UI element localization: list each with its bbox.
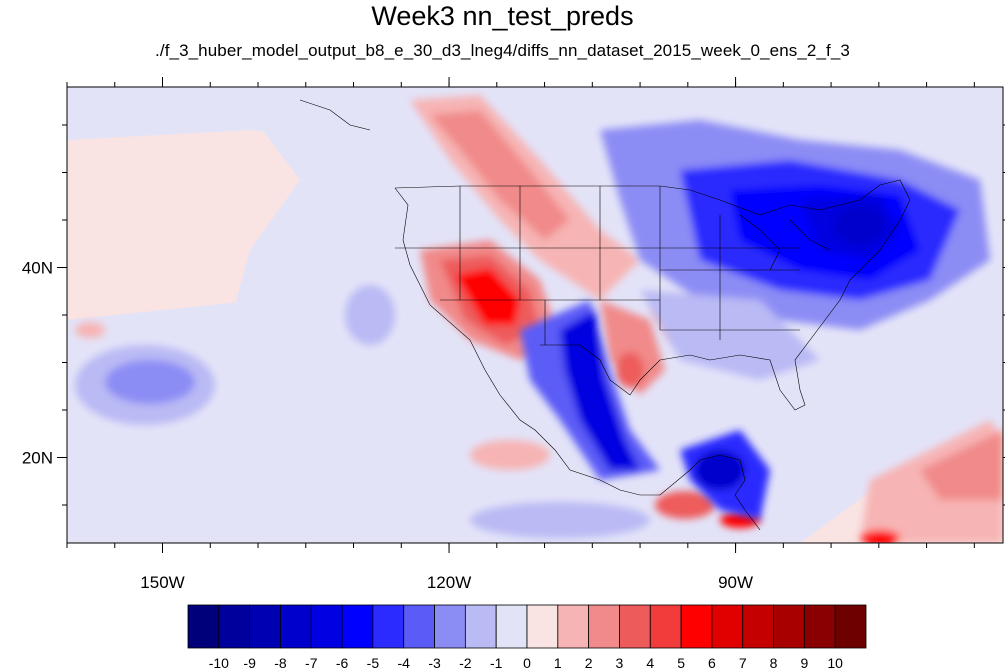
colorbar-label: -4 [398,655,411,671]
colorbar-label: -2 [459,655,472,671]
colorbar-swatch [434,604,466,649]
colorbar-label: -10 [209,655,229,671]
colorbar-swatch [280,604,312,649]
colorbar-label: -8 [274,655,287,671]
colorbar-label: 6 [708,655,716,671]
colorbar-swatch [526,604,559,649]
colorbar-label: 5 [677,655,685,671]
colorbar-label: -3 [428,655,441,671]
colorbar-label: -5 [367,655,380,671]
colorbar-swatch [341,604,374,649]
colorbar-swatch [619,604,651,649]
colorbar-swatch [495,604,528,649]
colorbar-swatch [372,604,405,649]
colorbar-swatch [649,604,682,649]
colorbar-label: 8 [770,655,778,671]
colorbar-label: 3 [616,655,624,671]
lat-tick-label: 20N [22,449,53,468]
colorbar-label: 10 [827,655,843,671]
colorbar-label: 1 [554,655,562,671]
lon-tick-label: 90W [718,573,753,592]
caribbean-warm-anomaly [860,420,1003,543]
colorbar-swatch [249,604,281,649]
colorbar-label: -1 [490,655,503,671]
country-outlines [299,99,911,531]
colorbar-swatch [711,604,744,649]
colorbar-label: 7 [739,655,747,671]
contour-field [67,87,1003,543]
colorbar-label: -6 [336,655,349,671]
colorbar-label: 2 [585,655,593,671]
colorbar-swatch [310,604,343,649]
field-neg1-south [67,300,330,543]
axis-ticks: 150W 120W 90W 40N 20N [22,77,1005,592]
colorbar-swatch [588,604,620,649]
colorbar-swatch [557,604,590,649]
colorbar-swatch [742,604,774,649]
plot-title: Week3 nn_test_preds [371,1,634,31]
colorbar-swatch [464,604,497,649]
colorbar-label: 0 [523,655,531,671]
lon-tick-label: 120W [427,573,471,592]
colorbar: -10 -9 -8 -7 -6 -5 -4 -3 -2 -1 0 1 2 3 4 5 6 7 8 9 10 [187,604,867,671]
colorbar-swatch [773,604,805,649]
colorbar-label: 9 [800,655,808,671]
lat-tick-label: 40N [22,259,53,278]
plot-subtitle: ./f_3_huber_model_output_b8_e_30_d3_lneg… [155,41,850,60]
colorbar-swatch [680,604,713,649]
colorbar-swatch [187,604,220,649]
colorbar-swatch [403,604,435,649]
colorbar-label: -9 [243,655,256,671]
colorbar-swatch [803,604,836,649]
colorbar-swatch [834,604,867,649]
colorbar-label: 4 [646,655,654,671]
pacific-blob [75,285,650,538]
colorbar-swatch [218,604,251,649]
field-neg1-north [67,87,360,140]
lon-tick-label: 150W [140,573,184,592]
colorbar-label: -7 [305,655,318,671]
